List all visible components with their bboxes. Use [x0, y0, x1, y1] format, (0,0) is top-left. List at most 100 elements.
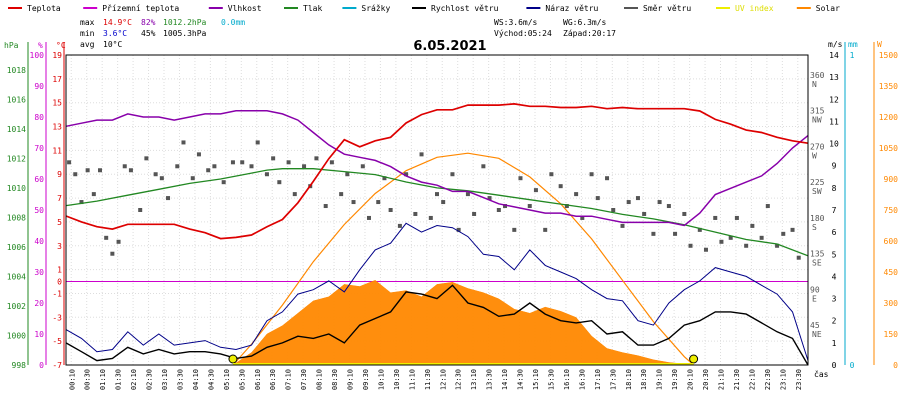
x-tick-label-2: 01:10	[99, 369, 107, 390]
dir-point-75	[626, 200, 631, 205]
pct-tick-5: 50	[34, 206, 44, 215]
dir-tick-label-2: W	[812, 151, 817, 160]
x-tick-label-7: 03:30	[176, 369, 184, 390]
dir-point-31	[292, 192, 297, 197]
dir-point-35	[323, 204, 328, 209]
dir-point-97	[796, 255, 801, 260]
series-solar-area	[232, 280, 694, 366]
series-temperature-line	[65, 103, 809, 240]
hpa-tick-2: 1002	[7, 302, 26, 311]
dir-point-71	[595, 196, 600, 201]
legend-label-feels: Přízemní teplota	[102, 4, 179, 13]
dir-point-45	[397, 223, 402, 228]
x-tick-label-13: 06:30	[269, 369, 277, 390]
dir-point-6	[104, 235, 109, 240]
stats-wg: WG:6.3m/s	[563, 18, 607, 27]
dir-tick-label-4: S	[812, 223, 817, 232]
w-tick-2: 300	[884, 299, 899, 308]
mm-tick-1: 1	[850, 51, 855, 60]
hpa-tick-5: 1008	[7, 213, 26, 222]
mm-axis-unit: mm	[848, 40, 858, 49]
x-tick-label-29: 14:30	[517, 369, 525, 390]
dir-point-19	[196, 152, 201, 157]
hpa-tick-0: 998	[12, 361, 27, 370]
stats-min-temp: 3.6°C	[103, 29, 127, 38]
dir-point-13	[153, 172, 158, 177]
stats-max-rain: 0.0mm	[221, 18, 245, 27]
c-tick-4: 0	[57, 278, 62, 287]
hpa-tick-1: 1000	[7, 331, 26, 340]
c-tick-14: 19	[52, 51, 62, 60]
dir-point-78	[651, 231, 656, 236]
pct-tick-7: 70	[34, 144, 44, 153]
c-tick-11: 13	[52, 123, 62, 132]
dir-point-67	[564, 204, 569, 209]
x-tick-label-40: 20:10	[687, 369, 695, 390]
dir-point-40	[360, 164, 365, 169]
w-tick-8: 1200	[879, 113, 898, 122]
x-tick-label-42: 21:10	[718, 369, 726, 390]
c-tick-0: -7	[52, 361, 62, 370]
dir-point-94	[775, 243, 780, 248]
dir-point-27	[264, 172, 269, 177]
pct-tick-8: 80	[34, 113, 44, 122]
legend-label-uv: UV index	[735, 4, 774, 13]
dir-tick-label-7: NE	[812, 330, 822, 339]
ms-tick-1: 1	[832, 339, 837, 348]
dir-point-55	[472, 211, 477, 216]
pct-tick-4: 40	[34, 237, 44, 246]
x-tick-label-17: 08:30	[331, 369, 339, 390]
dir-point-32	[302, 164, 307, 169]
x-tick-label-30: 15:10	[532, 369, 540, 390]
w-tick-1: 150	[884, 330, 899, 339]
dir-tick-deg-4: 180	[810, 214, 825, 223]
hpa-tick-3: 1004	[7, 272, 26, 281]
dir-point-10	[128, 168, 133, 173]
dir-tick-label-0: N	[812, 80, 817, 89]
dir-point-11	[138, 208, 143, 212]
dir-point-49	[428, 215, 433, 220]
stats-avg-label: avg	[80, 40, 95, 49]
x-tick-label-41: 20:30	[702, 369, 710, 390]
x-tick-label-10: 05:10	[223, 369, 231, 390]
pct-tick-6: 60	[34, 175, 44, 184]
dir-tick-deg-0: 360	[810, 71, 825, 80]
dir-point-79	[657, 200, 662, 205]
dir-point-5	[98, 168, 103, 173]
dir-point-36	[329, 160, 334, 165]
dir-point-54	[465, 192, 470, 197]
ms-tick-0: 0	[832, 361, 837, 370]
dir-tick-label-3: SW	[812, 187, 822, 196]
dir-point-9	[122, 164, 127, 169]
w-tick-6: 900	[884, 175, 899, 184]
x-tick-label-20: 10:10	[377, 369, 385, 390]
dir-point-39	[351, 200, 356, 205]
dir-point-90	[744, 243, 749, 248]
dir-tick-deg-3: 225	[810, 178, 825, 187]
x-tick-label-5: 02:30	[146, 369, 154, 390]
dir-point-47	[413, 211, 418, 216]
x-tick-label-8: 04:10	[192, 369, 200, 390]
legend-label-hum: Vlhkost	[228, 4, 262, 13]
dir-point-38	[345, 172, 350, 177]
dir-point-3	[85, 168, 90, 173]
x-tick-label-33: 16:30	[578, 369, 586, 390]
stats-min-label: min	[80, 29, 95, 38]
legend: Teplota Přízemní teplota Vlhkost Tlak Srážky…	[8, 4, 840, 13]
dir-point-14	[159, 176, 164, 181]
dir-point-50	[435, 192, 439, 197]
c-tick-10: 11	[52, 146, 62, 155]
c-tick-6: 3	[57, 242, 62, 251]
x-tick-label-46: 23:10	[779, 369, 787, 390]
dir-point-89	[734, 215, 739, 220]
dir-tick-label-1: NW	[812, 116, 822, 125]
dir-point-74	[620, 223, 625, 228]
dir-point-63	[533, 188, 538, 193]
c-tick-5: 1	[57, 266, 62, 275]
dir-point-2	[79, 200, 84, 205]
x-tick-label-1: 00:30	[84, 369, 92, 390]
x-tick-label-32: 16:10	[563, 369, 571, 390]
dir-point-25	[249, 164, 254, 169]
w-tick-9: 1350	[879, 82, 898, 91]
x-tick-label-16: 08:10	[316, 369, 324, 390]
